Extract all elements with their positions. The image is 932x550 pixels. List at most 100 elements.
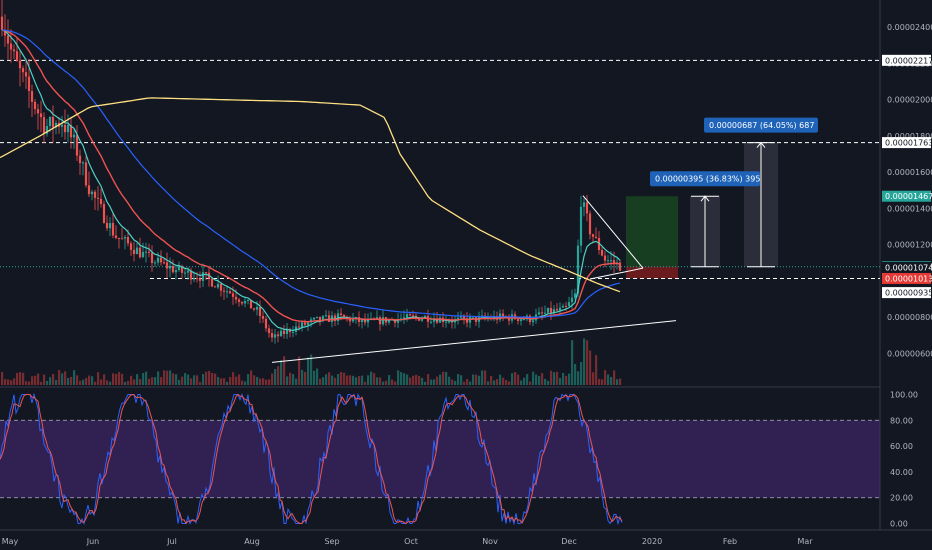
- candle-body-31: [93, 191, 97, 198]
- volume-bar-53: [160, 377, 163, 385]
- candle-body-200: [600, 249, 604, 256]
- volume-bar-148: [445, 371, 448, 385]
- candle-body-23: [69, 125, 73, 138]
- volume-bar-52: [157, 371, 160, 385]
- volume-bar-40: [121, 373, 124, 385]
- volume-bar-159: [478, 375, 481, 385]
- volume-bar-109: [328, 372, 331, 385]
- volume-bar-50: [151, 377, 154, 385]
- volume-bar-108: [325, 374, 328, 385]
- volume-bar-123: [370, 371, 373, 385]
- candle-body-177: [531, 320, 535, 323]
- volume-bar-206: [619, 378, 622, 385]
- candle-body-105: [315, 316, 319, 318]
- candle-body-97: [291, 331, 295, 333]
- volume-bar-39: [118, 371, 121, 385]
- volume-bar-110: [331, 375, 334, 385]
- volume-bar-13: [40, 381, 43, 385]
- candle-body-114: [342, 314, 346, 318]
- volume-bar-170: [511, 373, 514, 385]
- volume-bar-162: [487, 381, 490, 385]
- candle-body-36: [108, 223, 112, 229]
- triangle-upper-line[interactable]: [582, 195, 644, 269]
- candle-body-25: [75, 134, 79, 156]
- candle-body-167: [501, 313, 505, 317]
- candle-body-146: [438, 317, 442, 323]
- candle-body-57: [171, 265, 175, 273]
- candle-body-43: [129, 243, 133, 250]
- candle-body-77: [231, 293, 235, 297]
- volume-bar-93: [280, 360, 283, 385]
- candle-body-197: [591, 234, 595, 237]
- time-tick-4: Sep: [324, 537, 339, 546]
- volume-bar-126: [379, 377, 382, 385]
- candle-body-28: [84, 162, 88, 186]
- volume-bar-184: [553, 372, 556, 385]
- candle-body-66: [198, 278, 202, 281]
- candle-body-187: [561, 305, 565, 308]
- time-tick-0: May: [2, 537, 19, 546]
- candle-body-150: [450, 321, 454, 323]
- candle-body-74: [222, 290, 226, 292]
- volume-bar-161: [484, 370, 487, 385]
- time-tick-8: 2020: [642, 537, 662, 546]
- candle-body-90: [270, 333, 274, 338]
- volume-bar-115: [346, 375, 349, 385]
- candle-body-30: [90, 191, 94, 195]
- candle-body-14: [42, 117, 46, 134]
- volume-bar-95: [286, 376, 289, 385]
- stoch-tick-1: 80.00: [890, 416, 913, 425]
- volume-bar-113: [340, 372, 343, 385]
- support-trendline[interactable]: [271, 320, 677, 363]
- volume-bar-0: [1, 371, 4, 385]
- stop-zone: [626, 266, 678, 279]
- volume-bar-78: [235, 376, 238, 385]
- candle-body-96: [288, 329, 292, 333]
- candle-body-108: [324, 315, 328, 317]
- candle-body-59: [177, 266, 181, 271]
- volume-bar-114: [343, 372, 346, 385]
- volume-bar-155: [466, 379, 469, 385]
- candle-body-120: [360, 319, 364, 322]
- candle-body-126: [378, 317, 382, 325]
- candle-body-10: [30, 91, 34, 102]
- volume-bar-67: [202, 373, 205, 385]
- volume-bar-195: [586, 340, 589, 385]
- stoch-tick-2: 60.00: [890, 442, 913, 451]
- volume-bar-38: [115, 373, 118, 385]
- candle-body-99: [297, 326, 301, 328]
- volume-bar-62: [187, 374, 190, 385]
- volume-bar-2: [7, 379, 10, 385]
- volume-bar-171: [514, 371, 517, 385]
- volume-bar-199: [598, 378, 601, 385]
- candle-body-134: [402, 317, 406, 319]
- volume-bar-179: [538, 375, 541, 385]
- candle-body-190: [570, 297, 574, 303]
- volume-bar-143: [430, 379, 433, 385]
- stoch-tick-5: 0.00: [890, 520, 908, 529]
- volume-bar-176: [529, 381, 532, 385]
- candle-body-35: [105, 222, 109, 229]
- stoch-d-line: [0, 393, 623, 525]
- candle-body-153: [459, 316, 463, 318]
- volume-bar-19: [58, 370, 61, 385]
- triangle-lower-line[interactable]: [589, 267, 644, 280]
- volume-bar-87: [262, 378, 265, 385]
- candle-body-5: [15, 51, 19, 61]
- volume-bar-90: [271, 373, 274, 385]
- candle-body-18: [54, 123, 58, 128]
- volume-bar-124: [373, 373, 376, 385]
- time-tick-10: Mar: [797, 537, 813, 546]
- candle-body-116: [348, 317, 352, 322]
- volume-bar-187: [562, 372, 565, 385]
- volume-bar-102: [307, 357, 310, 385]
- price-tick-8: 0.00000600: [887, 349, 932, 358]
- candle-body-72: [216, 283, 220, 288]
- time-tick-5: Oct: [404, 537, 418, 546]
- candle-body-145: [435, 318, 439, 323]
- volume-bar-22: [67, 377, 70, 385]
- volume-bar-104: [313, 370, 316, 385]
- volume-bar-122: [367, 375, 370, 385]
- candle-body-148: [444, 321, 448, 323]
